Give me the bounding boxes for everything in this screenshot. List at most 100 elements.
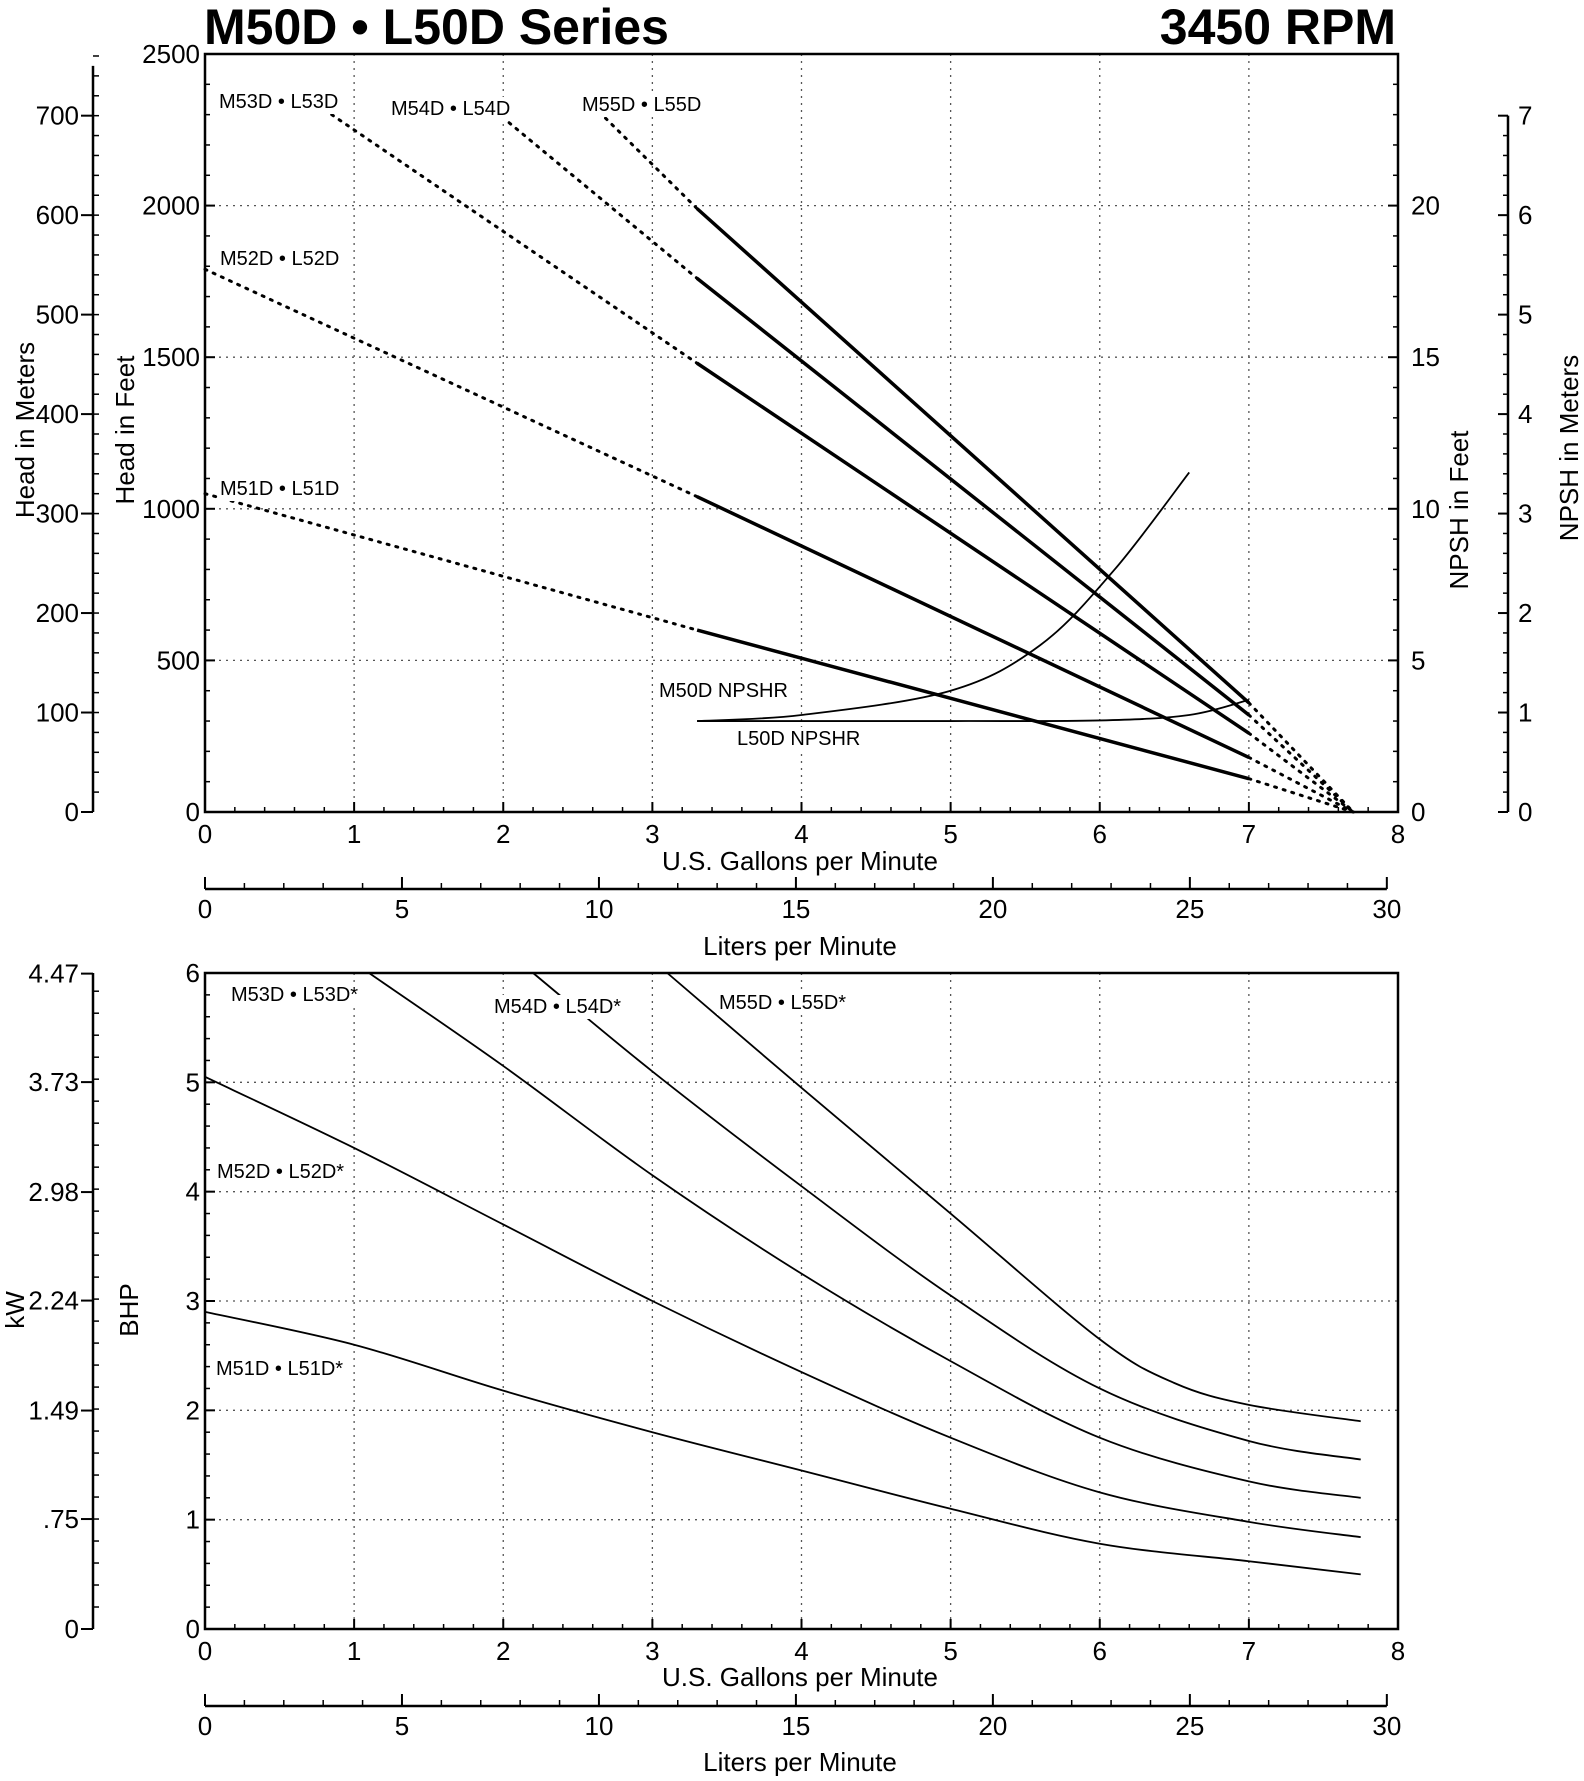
ry2-tick-label: 3 <box>1518 499 1532 529</box>
y2-tick-label: 300 <box>36 499 79 529</box>
x-tick-label: 7 <box>1242 819 1256 849</box>
series-label-top: M52D • L52D <box>218 247 342 271</box>
bhp-curve <box>532 972 1361 1461</box>
series-label-bottom: M54D • L54D* <box>492 995 624 1019</box>
x2-tick-label: 25 <box>1175 1711 1204 1741</box>
npshr-label-l50d-text: L50D NPSHR <box>737 728 860 750</box>
x2-tick-label: 0 <box>198 894 212 924</box>
y-tick-label: 1 <box>186 1505 200 1535</box>
bottom-xlabel: U.S. Gallons per Minute <box>662 1662 938 1692</box>
bhp-curve <box>204 1076 1361 1539</box>
x2-tick-label: 15 <box>781 894 810 924</box>
y2-tick-label: 200 <box>36 598 79 628</box>
npshr-label-l50d: L50D NPSHR <box>735 727 863 751</box>
ry2-tick-label: 4 <box>1518 399 1532 429</box>
series-label-bottom-text: M52D • L52D* <box>217 1161 344 1183</box>
x2-tick-label: 20 <box>978 1711 1007 1741</box>
series-label-bottom-bg <box>717 991 849 1015</box>
series-label-bottom: M55D • L55D* <box>717 991 849 1015</box>
series-label-top-bg <box>389 97 513 121</box>
y2-tick-label: 0 <box>65 797 79 827</box>
series-label-top-text: M53D • L53D <box>219 91 338 113</box>
y-tick-label: 2000 <box>142 191 200 221</box>
bottom-ylabel: BHP <box>114 1283 144 1336</box>
top-series <box>203 97 1355 814</box>
curve-solid <box>696 495 1250 760</box>
x2-tick-label: 5 <box>395 1711 409 1741</box>
top-ry2label: NPSH in Meters <box>1554 355 1584 541</box>
npshr-curve <box>697 471 1190 722</box>
ry2-tick-label: 1 <box>1518 698 1532 728</box>
series-label-top: M53D • L53D <box>217 90 341 114</box>
ry1-tick-label: 0 <box>1411 797 1425 827</box>
curve-dotted-start <box>486 104 699 280</box>
y-tick-label: 0 <box>186 1614 200 1644</box>
top-y2label: Head in Meters <box>10 342 40 518</box>
series-label-bottom-text: M55D • L55D* <box>719 992 846 1014</box>
x-tick-label: 3 <box>645 819 659 849</box>
y2-tick-label: 3.73 <box>28 1067 79 1097</box>
series-label-top-bg <box>218 247 342 271</box>
x2-tick-label: 20 <box>978 894 1007 924</box>
x-tick-label: 4 <box>794 819 808 849</box>
x-tick-label: 3 <box>645 1636 659 1666</box>
ry1-tick-label: 15 <box>1411 342 1440 372</box>
npshr-curve <box>697 698 1250 722</box>
y2-tick-label: 100 <box>36 698 79 728</box>
curve-dotted-end <box>1247 701 1355 814</box>
curve-solid <box>696 628 1250 781</box>
y-tick-label: 2 <box>186 1395 200 1425</box>
curve-dotted-start <box>591 104 699 211</box>
curve-dotted-end <box>1247 777 1355 814</box>
series-label-bottom-bg <box>492 995 624 1019</box>
ry2-tick-label: 6 <box>1518 200 1532 230</box>
y2-tick-label: 2.24 <box>28 1286 79 1316</box>
x-tick-label: 2 <box>496 1636 510 1666</box>
ry2-tick-label: 7 <box>1518 101 1532 131</box>
curve-dotted-start <box>307 97 699 365</box>
npshr-label-m50d-text: M50D NPSHR <box>659 680 788 702</box>
curve-solid <box>696 276 1250 717</box>
y-tick-label: 500 <box>157 645 200 675</box>
bhp-curve <box>666 972 1361 1423</box>
x-tick-label: 5 <box>943 819 957 849</box>
curve-dotted-start <box>203 267 699 499</box>
x2-tick-label: 30 <box>1372 1711 1401 1741</box>
top-xlabel: U.S. Gallons per Minute <box>662 846 938 876</box>
series-label-bottom: M52D • L52D* <box>215 1160 347 1184</box>
y2-tick-label: 1.49 <box>28 1396 79 1426</box>
series-label-top-bg <box>218 477 342 501</box>
x-tick-label: 1 <box>347 1636 361 1666</box>
series-label-top-bg <box>217 90 341 114</box>
x-tick-label: 5 <box>943 1636 957 1666</box>
series-label-top-text: M54D • L54D <box>391 98 510 120</box>
series-label-top: M51D • L51D <box>218 477 342 501</box>
ry2-tick-label: 2 <box>1518 598 1532 628</box>
y2-tick-label: 400 <box>36 399 79 429</box>
bhp-curve <box>204 1311 1361 1576</box>
series-label-top-text: M51D • L51D <box>220 478 339 500</box>
y-tick-label: 1500 <box>142 342 200 372</box>
x2-tick-label: 0 <box>198 1711 212 1741</box>
x2-tick-label: 15 <box>781 1711 810 1741</box>
x2-tick-label: 10 <box>584 894 613 924</box>
y2-tick-label: .75 <box>43 1504 79 1534</box>
x2-tick-label: 30 <box>1372 894 1401 924</box>
series-label-bottom-text: M53D • L53D* <box>231 984 358 1006</box>
y2-tick-label: 0 <box>65 1614 79 1644</box>
series-label-top-bg <box>580 93 704 117</box>
x2-tick-label: 10 <box>584 1711 613 1741</box>
y-tick-label: 1000 <box>142 494 200 524</box>
series-labels: M51D • L51D M52D • L52D M53D • L53D M54D • … <box>214 90 863 1381</box>
curve-dotted-start <box>203 492 699 632</box>
series-label-bottom-text: M54D • L54D* <box>494 996 621 1018</box>
series-label-bottom: M51D • L51D* <box>214 1357 346 1381</box>
npshr-label-m50d: M50D NPSHR <box>657 679 790 703</box>
chart-speed: 3450 RPM <box>1160 0 1396 55</box>
ry2-tick-label: 5 <box>1518 300 1532 330</box>
curve-dotted-end <box>1247 755 1355 814</box>
y-tick-label: 2500 <box>142 39 200 69</box>
npshr-label-l50d-bg <box>735 727 863 751</box>
ry2-tick-label: 0 <box>1518 797 1532 827</box>
